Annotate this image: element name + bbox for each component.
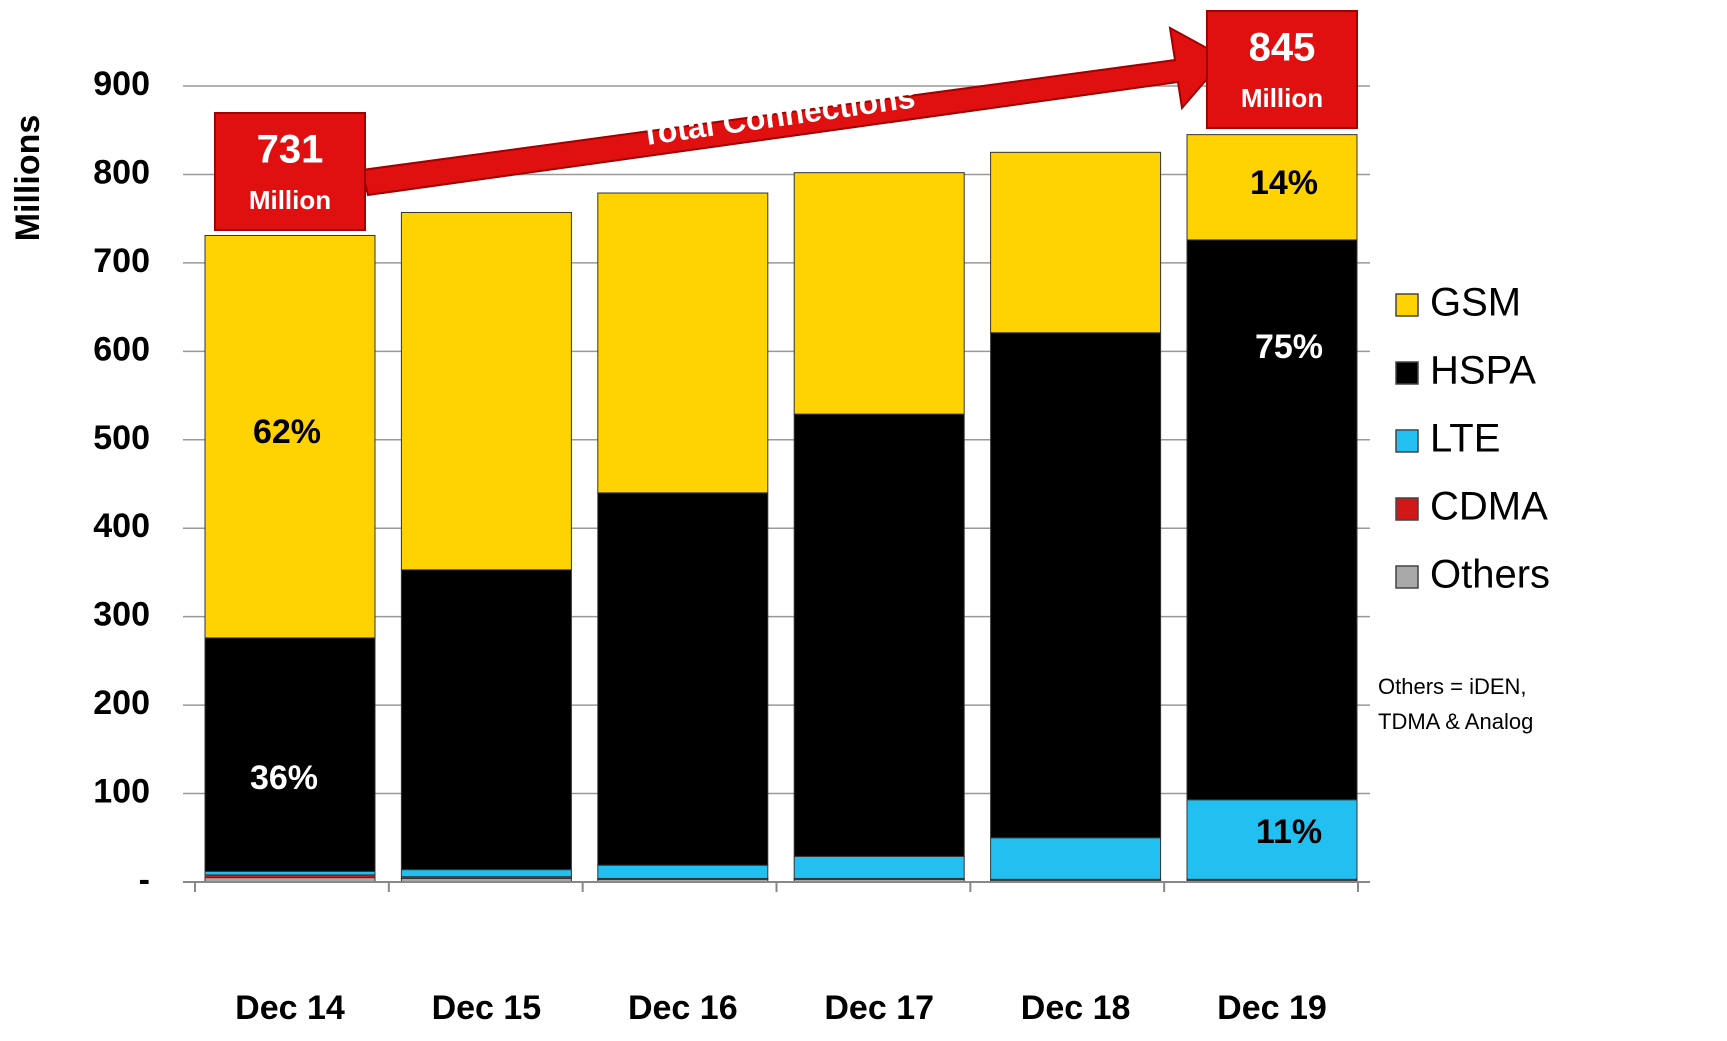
legend-swatch bbox=[1395, 565, 1419, 589]
percent-label: 11% bbox=[1256, 813, 1322, 851]
bar-segment bbox=[793, 413, 965, 857]
percent-label: 62% bbox=[253, 413, 321, 451]
x-tick-label: Dec 16 bbox=[628, 989, 738, 1027]
bar-segment bbox=[990, 332, 1162, 839]
legend-swatch bbox=[1395, 361, 1419, 385]
callout-unit: Million bbox=[1241, 83, 1323, 113]
bar-segment bbox=[204, 870, 376, 876]
callout-box bbox=[1206, 10, 1358, 129]
note: Others = iDEN, bbox=[1378, 674, 1527, 699]
x-tick-label: Dec 19 bbox=[1217, 989, 1327, 1027]
grid bbox=[183, 85, 1370, 883]
callout-unit: Million bbox=[249, 185, 331, 215]
x-tick-label: Dec 14 bbox=[235, 989, 345, 1027]
callout-value: 731 bbox=[257, 128, 324, 172]
bar-segment bbox=[597, 864, 769, 879]
arrow-label: Total Connections bbox=[638, 78, 917, 152]
y-tick-label: 100 bbox=[93, 773, 150, 811]
bar-segment bbox=[400, 569, 572, 871]
callout-box bbox=[214, 112, 366, 231]
bar-segment bbox=[793, 855, 965, 879]
bar-segment bbox=[990, 151, 1162, 334]
y-tick-label: 600 bbox=[93, 330, 150, 368]
bar-segment bbox=[204, 637, 376, 872]
legend-swatch bbox=[1395, 497, 1419, 521]
bar-segment bbox=[597, 492, 769, 866]
y-tick-label: 400 bbox=[93, 507, 150, 545]
y-axis-label: Millions bbox=[9, 115, 47, 242]
legend-swatch bbox=[1395, 293, 1419, 317]
y-tick-label: 200 bbox=[93, 684, 150, 722]
bars bbox=[204, 134, 1358, 883]
bar-segment bbox=[1186, 799, 1358, 880]
x-tick-label: Dec 15 bbox=[432, 989, 542, 1027]
bar-segment bbox=[204, 234, 376, 639]
x-tick-label: Dec 17 bbox=[824, 989, 934, 1027]
legend-label: CDMA bbox=[1430, 485, 1548, 529]
legend-label: GSM bbox=[1430, 281, 1521, 325]
callout-value: 845 bbox=[1249, 26, 1316, 70]
percent-label: 36% bbox=[250, 759, 318, 797]
bar-segment bbox=[400, 869, 572, 878]
percent-label: 14% bbox=[1250, 164, 1318, 202]
y-tick-label: 700 bbox=[93, 242, 150, 280]
legend-swatch bbox=[1395, 429, 1419, 453]
bar-segment bbox=[990, 837, 1162, 880]
bar-segment bbox=[1186, 134, 1358, 241]
y-tick-label: - bbox=[139, 861, 150, 899]
note: TDMA & Analog bbox=[1378, 709, 1533, 734]
bar-segment bbox=[400, 211, 572, 571]
y-tick-label: 300 bbox=[93, 596, 150, 634]
bar-segment bbox=[1186, 239, 1358, 801]
bar-segment bbox=[793, 172, 965, 415]
y-tick-label: 500 bbox=[93, 419, 150, 457]
legend-label: HSPA bbox=[1430, 349, 1536, 393]
legend-label: Others bbox=[1430, 553, 1550, 597]
y-tick-label: 800 bbox=[93, 153, 150, 191]
bar-segment bbox=[597, 192, 769, 494]
y-tick-label: 900 bbox=[93, 65, 150, 103]
percent-label: 75% bbox=[1255, 328, 1323, 366]
legend-label: LTE bbox=[1430, 417, 1500, 461]
total-arrow bbox=[360, 26, 1227, 197]
x-tick-label: Dec 18 bbox=[1021, 989, 1131, 1027]
